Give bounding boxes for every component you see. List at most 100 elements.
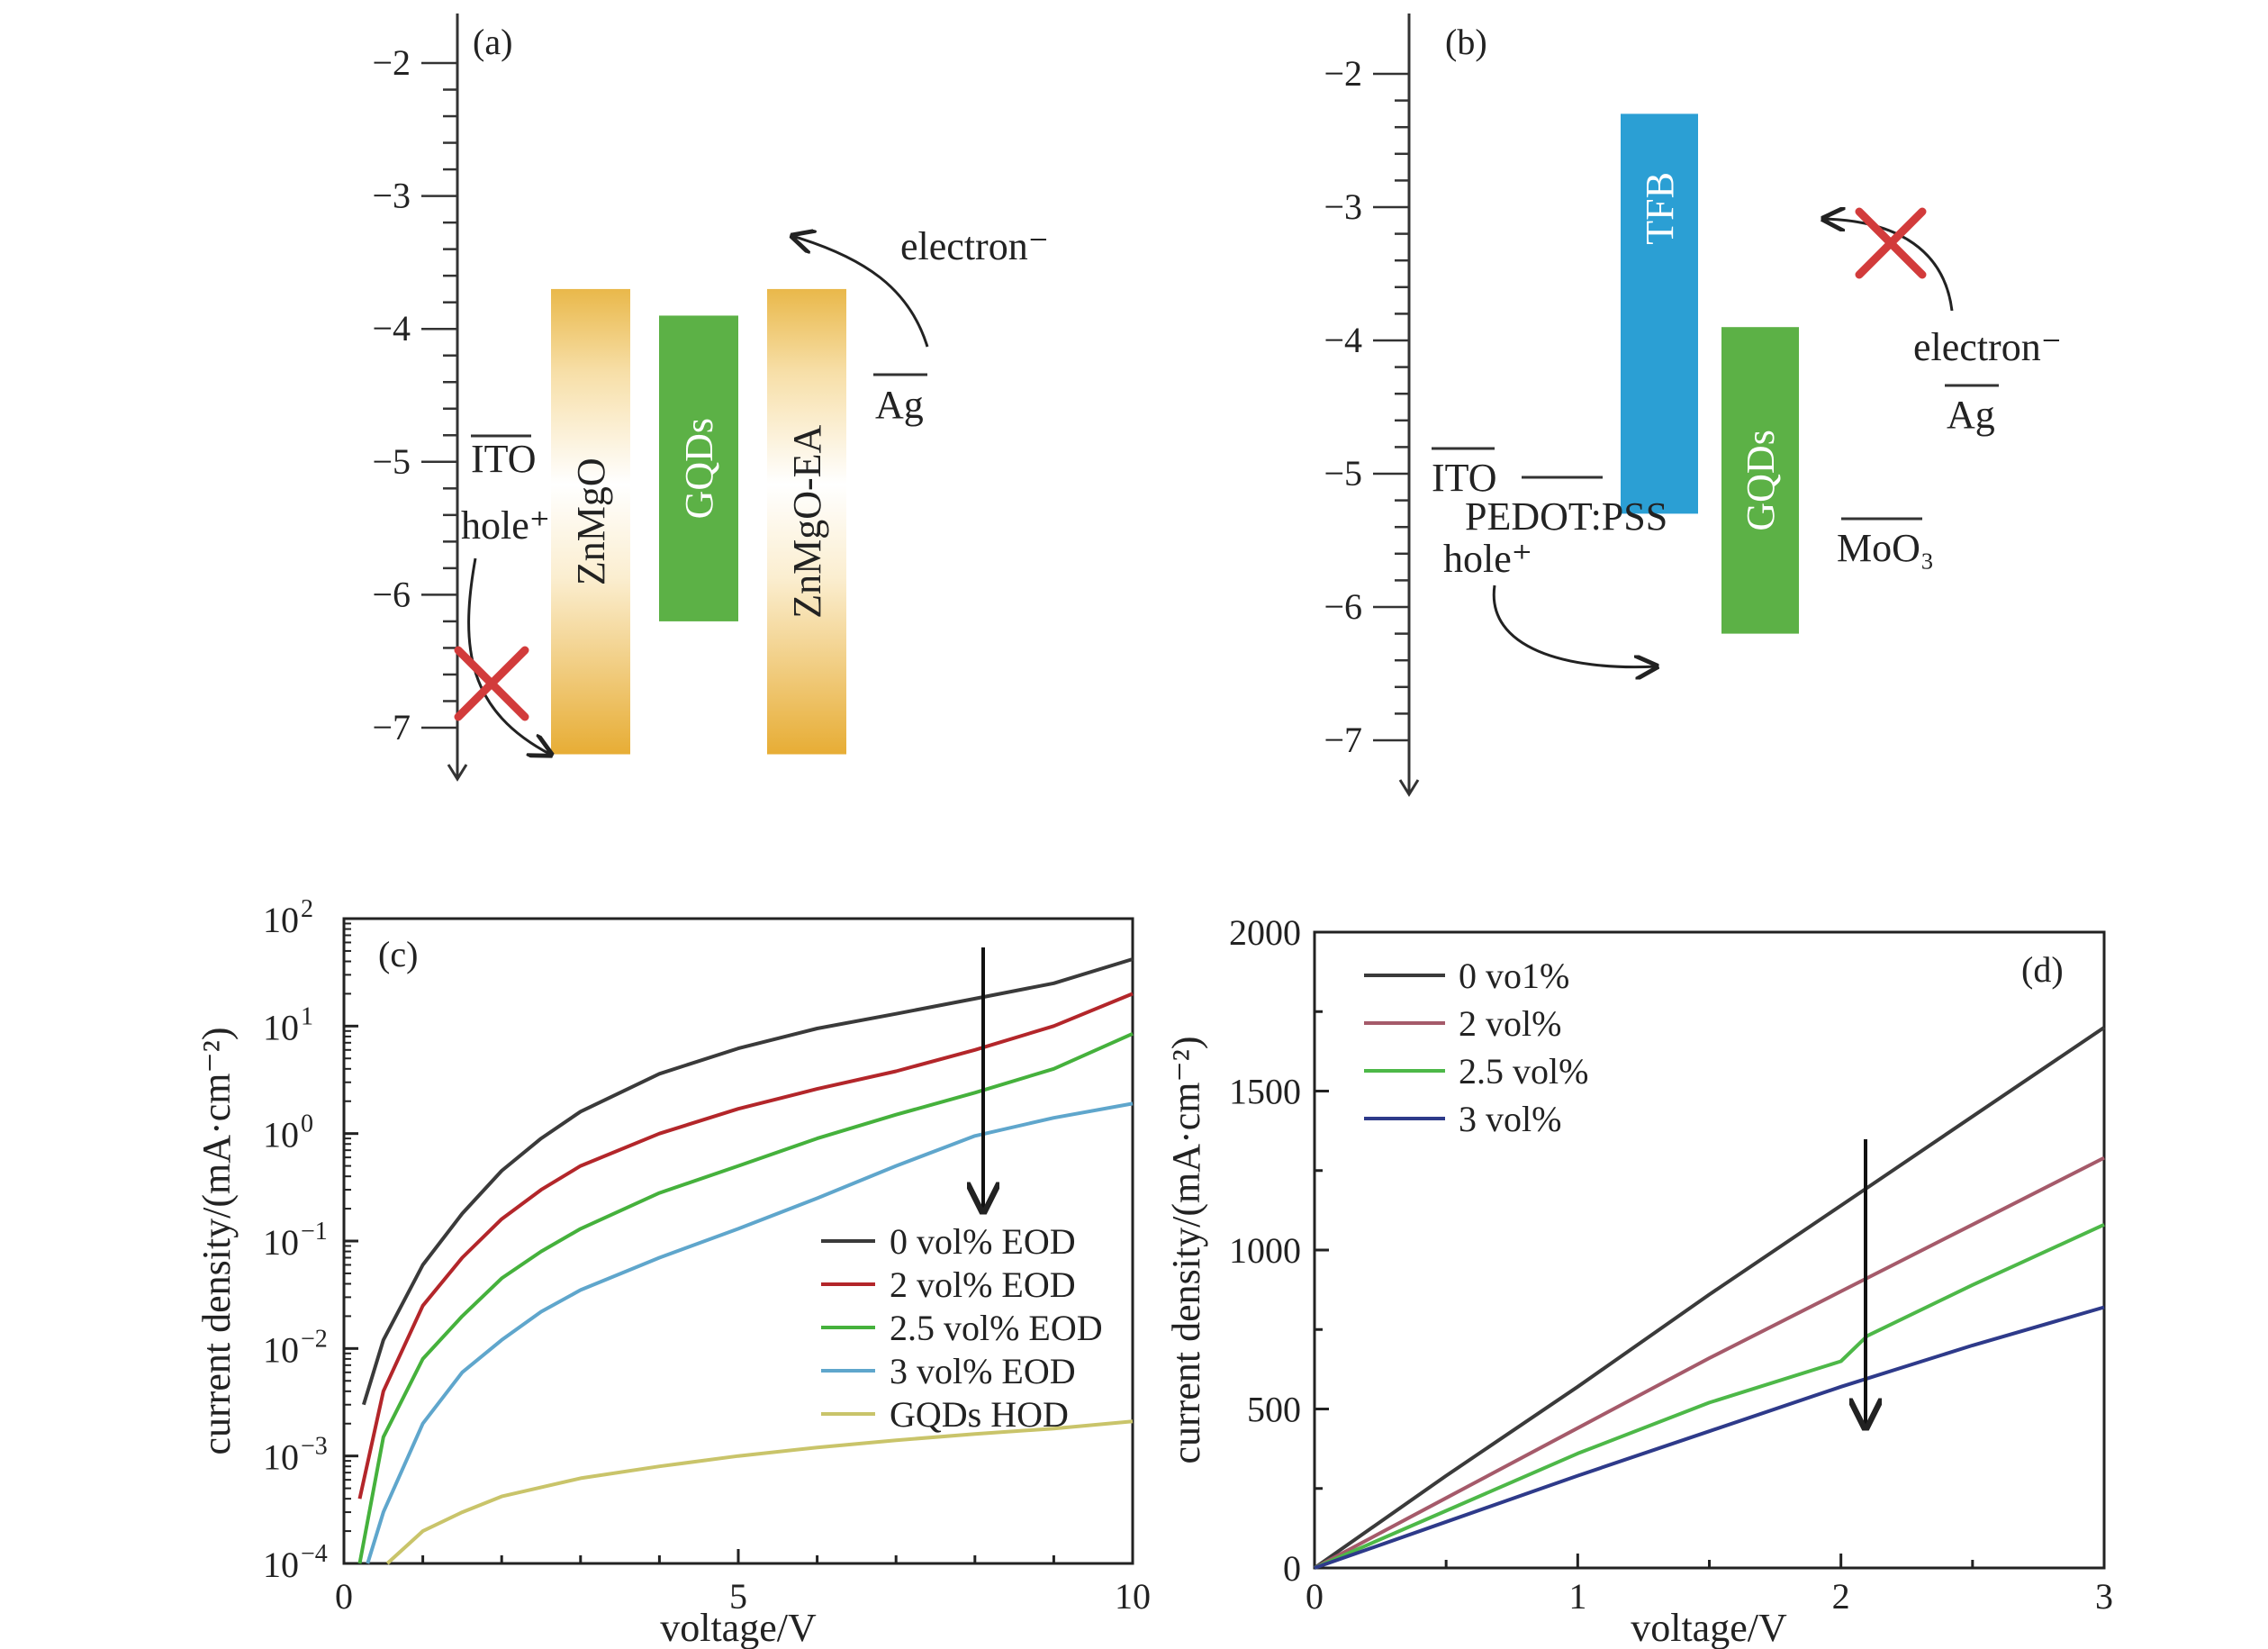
panel-d-tag: (d) <box>2021 949 2064 990</box>
panel-b-tick-label: −7 <box>1324 720 1362 760</box>
panel-a-energy-diagram: −2 −3 −4 −5 −6 −7 (a) ZnMgO GQDs ZnMgO-EA ITO h… <box>372 14 1049 782</box>
panel-c-legend-label: 0 vol% EOD <box>890 1221 1076 1262</box>
panel-d-y-tick-label: 1500 <box>1229 1072 1301 1112</box>
panel-b-pedot-label: PEDOT:PSS <box>1465 494 1667 539</box>
panel-c-y-tick-exponent: −3 <box>301 1433 328 1461</box>
panel-c-tag: (c) <box>378 934 418 974</box>
panel-a-band-label: ZnMgO-EA <box>785 424 829 618</box>
panel-b-ag-label: Ag <box>1947 393 1995 437</box>
panel-b-ito-label: ITO <box>1432 456 1497 500</box>
panel-b-moo3-label: MoO₃ <box>1837 526 1934 570</box>
panel-c-ylabel: current density/(mA·cm⁻²) <box>194 1027 239 1454</box>
panel-c-series-line <box>357 992 1134 1500</box>
panel-b-axis-arrow-icon <box>1398 779 1420 797</box>
panel-c-y-tick-label: 10 <box>263 1329 299 1370</box>
panel-a-tag: (a) <box>473 22 512 62</box>
panel-a-tick-label: −7 <box>372 707 411 747</box>
panel-c-y-tick-label: 10 <box>263 1115 299 1155</box>
panel-c-y-tick-exponent: 1 <box>301 1002 313 1030</box>
panel-b-tick-label: −2 <box>1324 53 1362 94</box>
panel-c-legend-label: 2.5 vol% EOD <box>890 1308 1103 1348</box>
panel-b-blocked-cross-icon <box>1855 207 1927 279</box>
panel-a-bands: ZnMgO GQDs ZnMgO-EA <box>551 288 846 755</box>
panel-a-hole-arrow <box>467 557 551 755</box>
panel-c-x-tick-label: 10 <box>1115 1576 1151 1617</box>
panel-c-series-line <box>366 1101 1134 1564</box>
panel-c-chart: 10 −410 −310 −210 −110 010 110 20 5 10 (c) voltag… <box>194 895 1151 1649</box>
panel-a-band-label: ZnMgO <box>569 458 613 585</box>
panel-a-tick-label: −2 <box>372 42 411 83</box>
panel-c-series-line <box>357 1031 1134 1564</box>
panel-d-series-line <box>1314 1305 2105 1570</box>
panel-b-hole-arrow <box>1492 584 1657 667</box>
panel-d-legend-label: 2 vol% <box>1459 1003 1561 1044</box>
panel-a-blocked-cross-icon <box>454 646 529 721</box>
panel-d-series-line <box>1313 1026 2106 1570</box>
panel-d-y-tick-label: 0 <box>1283 1548 1301 1589</box>
panel-d-xlabel: voltage/V <box>1631 1606 1787 1649</box>
panel-a-ag-label: Ag <box>875 383 924 427</box>
panel-b-band-label: TFB <box>1638 172 1682 245</box>
panel-a-tick-label: −5 <box>372 441 411 482</box>
panel-c-y-tick-label: 10 <box>263 1007 299 1047</box>
panel-c-series-line <box>385 1419 1134 1565</box>
panel-d-x-tick-label: 2 <box>1832 1576 1850 1617</box>
panel-c-xlabel: voltage/V <box>660 1606 817 1649</box>
panel-b-tick-label: −5 <box>1324 453 1362 494</box>
panel-c-series <box>357 957 1134 1565</box>
panel-c-ticks: 10 −410 −310 −210 −110 010 110 20 5 10 <box>263 895 1151 1617</box>
panel-a-axis-arrow-icon <box>447 764 468 782</box>
panel-c-y-tick-exponent: 0 <box>301 1110 313 1138</box>
panel-b-energy-axis: −2 −3 −4 −5 −6 −7 <box>1324 14 1420 797</box>
panel-a-tick-label: −4 <box>372 308 411 349</box>
panel-b-tag: (b) <box>1445 22 1487 62</box>
panel-d-chart: 0 500 1000 1500 2000 0 1 2 3 (d) voltage/V curre… <box>1164 912 2113 1649</box>
panel-b-electron-label: electron⁻ <box>1913 325 2062 369</box>
panel-b-band-gqds <box>1721 327 1799 634</box>
panel-b-bands: TFB GQDs <box>1621 113 1799 634</box>
panel-b-hole-label: hole⁺ <box>1443 537 1532 581</box>
panel-a-tick-label: −6 <box>372 574 411 614</box>
panel-c-y-tick-label: 10 <box>263 1222 299 1263</box>
panel-a-hole-label: hole⁺ <box>461 503 550 548</box>
panel-d-frame <box>1313 930 2106 1570</box>
panel-b-band-tfb <box>1621 113 1698 514</box>
panel-a-tick-label: −3 <box>372 176 411 216</box>
panel-d-y-tick-label: 500 <box>1247 1390 1301 1430</box>
panel-c-legend-label: 3 vol% EOD <box>890 1351 1076 1391</box>
panel-c-x-tick-label: 0 <box>335 1576 353 1617</box>
panel-d-legend-label: 0 vo1% <box>1459 956 1569 996</box>
panel-d-x-tick-label: 3 <box>2095 1576 2113 1617</box>
panel-b-energy-diagram: −2 −3 −4 −5 −6 −7 (b) TFB GQDs ITO PEDOT:PSS h… <box>1324 14 2062 797</box>
panel-a-band-znmgo <box>551 288 630 755</box>
panel-d-ylabel: current density/(mA·cm⁻²) <box>1164 1036 1208 1463</box>
panel-a-electron-arrow <box>792 236 929 348</box>
panel-b-tick-label: −3 <box>1324 186 1362 227</box>
panel-a-band-label: GQDs <box>677 418 721 519</box>
panel-c-y-tick-exponent: −4 <box>301 1540 328 1568</box>
panel-d-ticks: 0 500 1000 1500 2000 0 1 2 3 <box>1229 912 2113 1617</box>
panel-a-band-znmgo-ea <box>767 288 846 755</box>
panel-d-series-line <box>1314 1222 2105 1570</box>
panel-c-y-tick-exponent: 2 <box>301 895 313 923</box>
panel-d-x-tick-label: 1 <box>1568 1576 1586 1617</box>
panel-d-x-tick-label: 0 <box>1306 1576 1324 1617</box>
panel-c-y-tick-label: 10 <box>263 1437 299 1478</box>
panel-a-ito-label: ITO <box>471 437 537 481</box>
panel-d-legend-label: 2.5 vol% <box>1459 1051 1588 1092</box>
panel-a-energy-axis: −2 −3 −4 −5 −6 −7 <box>372 14 468 782</box>
panel-d-y-tick-label: 2000 <box>1229 912 1301 953</box>
panel-a-electron-label: electron⁻ <box>900 224 1049 268</box>
panel-c-y-tick-label: 10 <box>263 1545 299 1585</box>
panel-b-electron-arrow <box>1823 219 1954 312</box>
panel-d-series <box>1313 1026 2106 1570</box>
panel-c-legend-label: 2 vol% EOD <box>890 1264 1076 1305</box>
panel-b-tick-label: −4 <box>1324 320 1362 360</box>
panel-b-band-label: GQDs <box>1739 430 1783 530</box>
panel-c-x-tick-label: 5 <box>729 1576 747 1617</box>
panel-d-legend-label: 3 vol% <box>1459 1099 1561 1139</box>
panel-b-tick-label: −6 <box>1324 586 1362 627</box>
panel-a-band-gqds <box>659 315 738 621</box>
